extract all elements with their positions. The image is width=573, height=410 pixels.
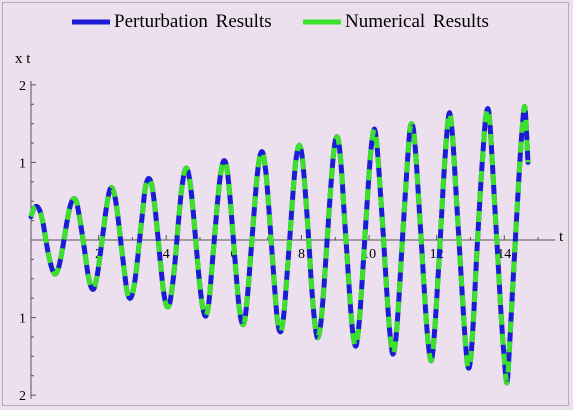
legend-label-perturbation: Perturbation Results bbox=[114, 11, 272, 32]
chart-frame bbox=[2, 2, 569, 406]
y-tick-label: 2 bbox=[19, 389, 26, 404]
y-tick-label: 2 bbox=[19, 79, 26, 94]
y-tick-label: 1 bbox=[19, 156, 26, 171]
chart-legend: Perturbation Results Numerical Results bbox=[0, 8, 573, 36]
x-tick-label: 14 bbox=[497, 247, 511, 262]
x-axis-label: t bbox=[559, 229, 564, 245]
x-tick-label: 8 bbox=[298, 247, 305, 262]
y-tick-label: 1 bbox=[19, 312, 26, 327]
legend-label-numerical: Numerical Results bbox=[345, 11, 489, 32]
y-axis-label: x t bbox=[15, 51, 31, 67]
x-tick-label: 4 bbox=[163, 247, 170, 262]
series-line-numerical-results bbox=[28, 104, 531, 386]
